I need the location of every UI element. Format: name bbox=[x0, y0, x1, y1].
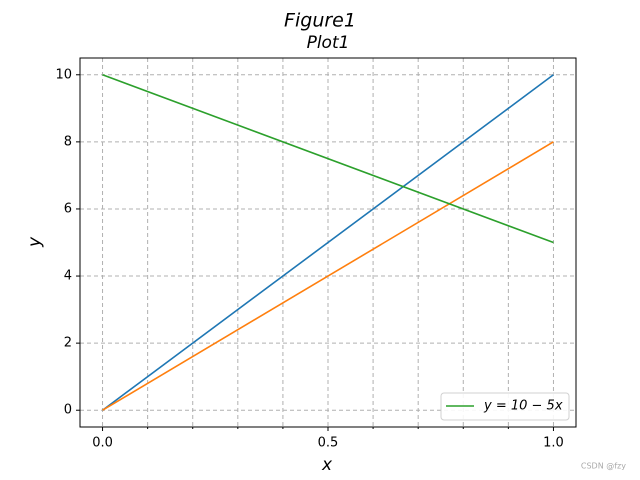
y-tick-label: 8 bbox=[64, 134, 72, 149]
legend-label: y = 10 − 5x bbox=[483, 399, 563, 414]
y-axis-label: y bbox=[25, 236, 45, 248]
x-tick-label: 0.5 bbox=[318, 436, 339, 451]
y-tick-label: 6 bbox=[64, 201, 72, 216]
x-tick-label: 0.0 bbox=[92, 436, 113, 451]
line-series bbox=[102, 74, 554, 411]
watermark: CSDN @fzy bbox=[581, 462, 626, 471]
line-series bbox=[102, 74, 554, 244]
y-tick-label: 2 bbox=[64, 336, 72, 351]
chart-title: Plot1 bbox=[307, 33, 350, 53]
x-axis-label: x bbox=[321, 455, 333, 475]
legend bbox=[440, 392, 570, 421]
figure-title: Figure1 bbox=[284, 10, 356, 32]
y-tick-label: 0 bbox=[64, 403, 72, 418]
y-tick-label: 4 bbox=[64, 269, 72, 284]
axes-frame bbox=[79, 57, 577, 428]
x-tick-label: 1.0 bbox=[543, 436, 564, 451]
y-tick-label: 10 bbox=[55, 67, 72, 82]
line-series bbox=[102, 141, 554, 411]
